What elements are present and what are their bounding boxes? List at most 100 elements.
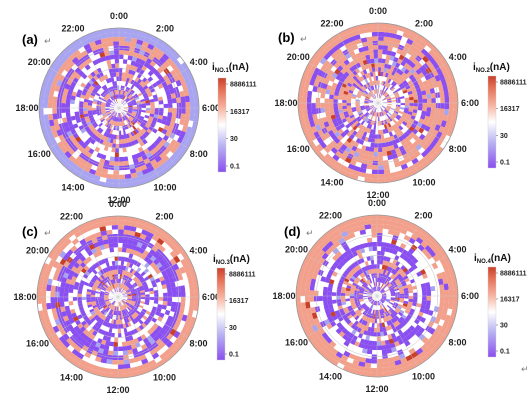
heatmap-cell xyxy=(403,365,412,373)
heatmap-cell xyxy=(344,156,352,164)
heatmap-cell xyxy=(311,108,317,115)
heatmap-cell xyxy=(383,274,387,280)
heatmap-cell xyxy=(120,288,123,293)
heatmap-cell xyxy=(377,178,385,184)
heatmap-cell xyxy=(369,105,374,109)
heatmap-cell xyxy=(396,103,401,106)
heatmap-cell xyxy=(372,318,376,324)
heatmap-cell xyxy=(379,94,382,99)
heatmap-cell xyxy=(391,105,396,108)
heatmap-cell xyxy=(393,91,399,96)
heatmap-cell xyxy=(372,268,376,274)
heatmap-cell xyxy=(358,318,364,324)
heatmap-cell xyxy=(372,287,375,292)
heatmap-cell xyxy=(420,150,429,158)
heatmap-cell xyxy=(381,115,385,121)
heatmap-cell xyxy=(64,150,72,159)
heatmap-cell xyxy=(131,280,136,286)
heatmap-cell xyxy=(103,145,109,152)
heatmap-cell xyxy=(395,307,401,312)
heatmap-cell xyxy=(147,118,153,124)
heatmap-cell xyxy=(122,291,127,295)
heatmap-cell xyxy=(387,117,391,123)
heatmap-cell xyxy=(176,56,185,65)
heatmap-cell xyxy=(126,128,131,134)
heatmap-cell xyxy=(305,263,312,272)
heatmap-cell xyxy=(362,242,369,248)
heatmap-cell xyxy=(439,326,447,335)
heatmap-cell xyxy=(92,319,98,325)
heatmap-cell xyxy=(369,336,374,342)
heatmap-cell xyxy=(88,243,96,251)
heatmap-cell xyxy=(122,292,127,295)
heatmap-cell xyxy=(360,163,368,169)
heatmap-cell xyxy=(131,290,136,294)
heatmap-cell xyxy=(365,97,370,100)
heatmap-cell xyxy=(158,341,166,349)
heatmap-cell xyxy=(299,82,306,90)
heatmap-cell xyxy=(375,286,377,292)
heatmap-cell xyxy=(381,76,386,82)
heatmap-cell xyxy=(54,72,62,80)
heatmap-cell xyxy=(386,256,392,262)
heatmap-cell xyxy=(104,292,110,295)
heatmap-cell xyxy=(119,28,127,33)
hour-tick-label: 4:00 xyxy=(190,57,208,67)
heatmap-cell xyxy=(110,319,115,324)
heatmap-cell xyxy=(398,301,404,306)
heatmap-cell xyxy=(127,312,132,317)
heatmap-cell xyxy=(341,327,348,335)
heatmap-cell xyxy=(165,246,174,254)
heatmap-cell xyxy=(340,295,346,300)
heatmap-cell xyxy=(77,296,82,301)
heatmap-cell xyxy=(179,266,186,275)
heatmap-cell xyxy=(74,142,82,149)
heatmap-cell xyxy=(404,100,410,104)
heatmap-cell xyxy=(102,253,108,259)
heatmap-cell xyxy=(370,358,377,364)
heatmap-cell xyxy=(101,287,106,292)
heatmap-cell xyxy=(100,339,107,346)
heatmap-cell xyxy=(394,255,400,261)
heatmap-cell xyxy=(387,154,393,161)
heatmap-cell xyxy=(351,104,356,108)
heatmap-cell xyxy=(164,278,171,285)
heatmap-cell xyxy=(375,273,378,278)
heatmap-cell xyxy=(163,111,168,117)
heatmap-cell xyxy=(394,271,400,277)
heatmap-cell xyxy=(132,109,138,112)
heatmap-cell xyxy=(378,27,385,33)
heatmap-cell xyxy=(102,113,108,118)
heatmap-cell xyxy=(118,306,121,311)
heatmap-cell xyxy=(369,255,374,261)
heatmap-cell xyxy=(107,41,114,47)
heatmap-cell xyxy=(304,289,310,296)
heatmap-cell xyxy=(44,329,52,338)
heatmap-cell xyxy=(81,39,90,47)
heatmap-cell xyxy=(376,341,382,346)
heatmap-cell xyxy=(353,80,359,86)
heatmap-cell xyxy=(154,277,161,284)
heatmap-cell xyxy=(389,74,394,80)
heatmap-cell xyxy=(367,285,371,290)
heatmap-cell xyxy=(330,114,336,120)
colorbar-tick-label: 30 xyxy=(230,136,238,143)
heatmap-cell xyxy=(385,281,391,287)
heatmap-cell xyxy=(113,310,116,316)
heatmap-cell xyxy=(396,313,402,319)
heatmap-cell xyxy=(358,306,363,311)
heatmap-cell xyxy=(391,306,396,311)
heatmap-cell xyxy=(362,282,368,288)
heatmap-cell xyxy=(108,119,113,124)
heatmap-cell xyxy=(132,110,137,113)
heatmap-cell xyxy=(75,155,84,163)
heatmap-cell xyxy=(397,89,403,94)
heatmap-cell xyxy=(150,173,159,181)
heatmap-cell xyxy=(63,121,69,128)
heatmap-cell xyxy=(419,65,426,73)
heatmap-cell xyxy=(154,111,160,116)
heatmap-cell xyxy=(164,347,173,356)
heatmap-cell xyxy=(156,237,165,246)
heatmap-cell xyxy=(115,94,118,99)
heatmap-cell xyxy=(98,148,104,155)
